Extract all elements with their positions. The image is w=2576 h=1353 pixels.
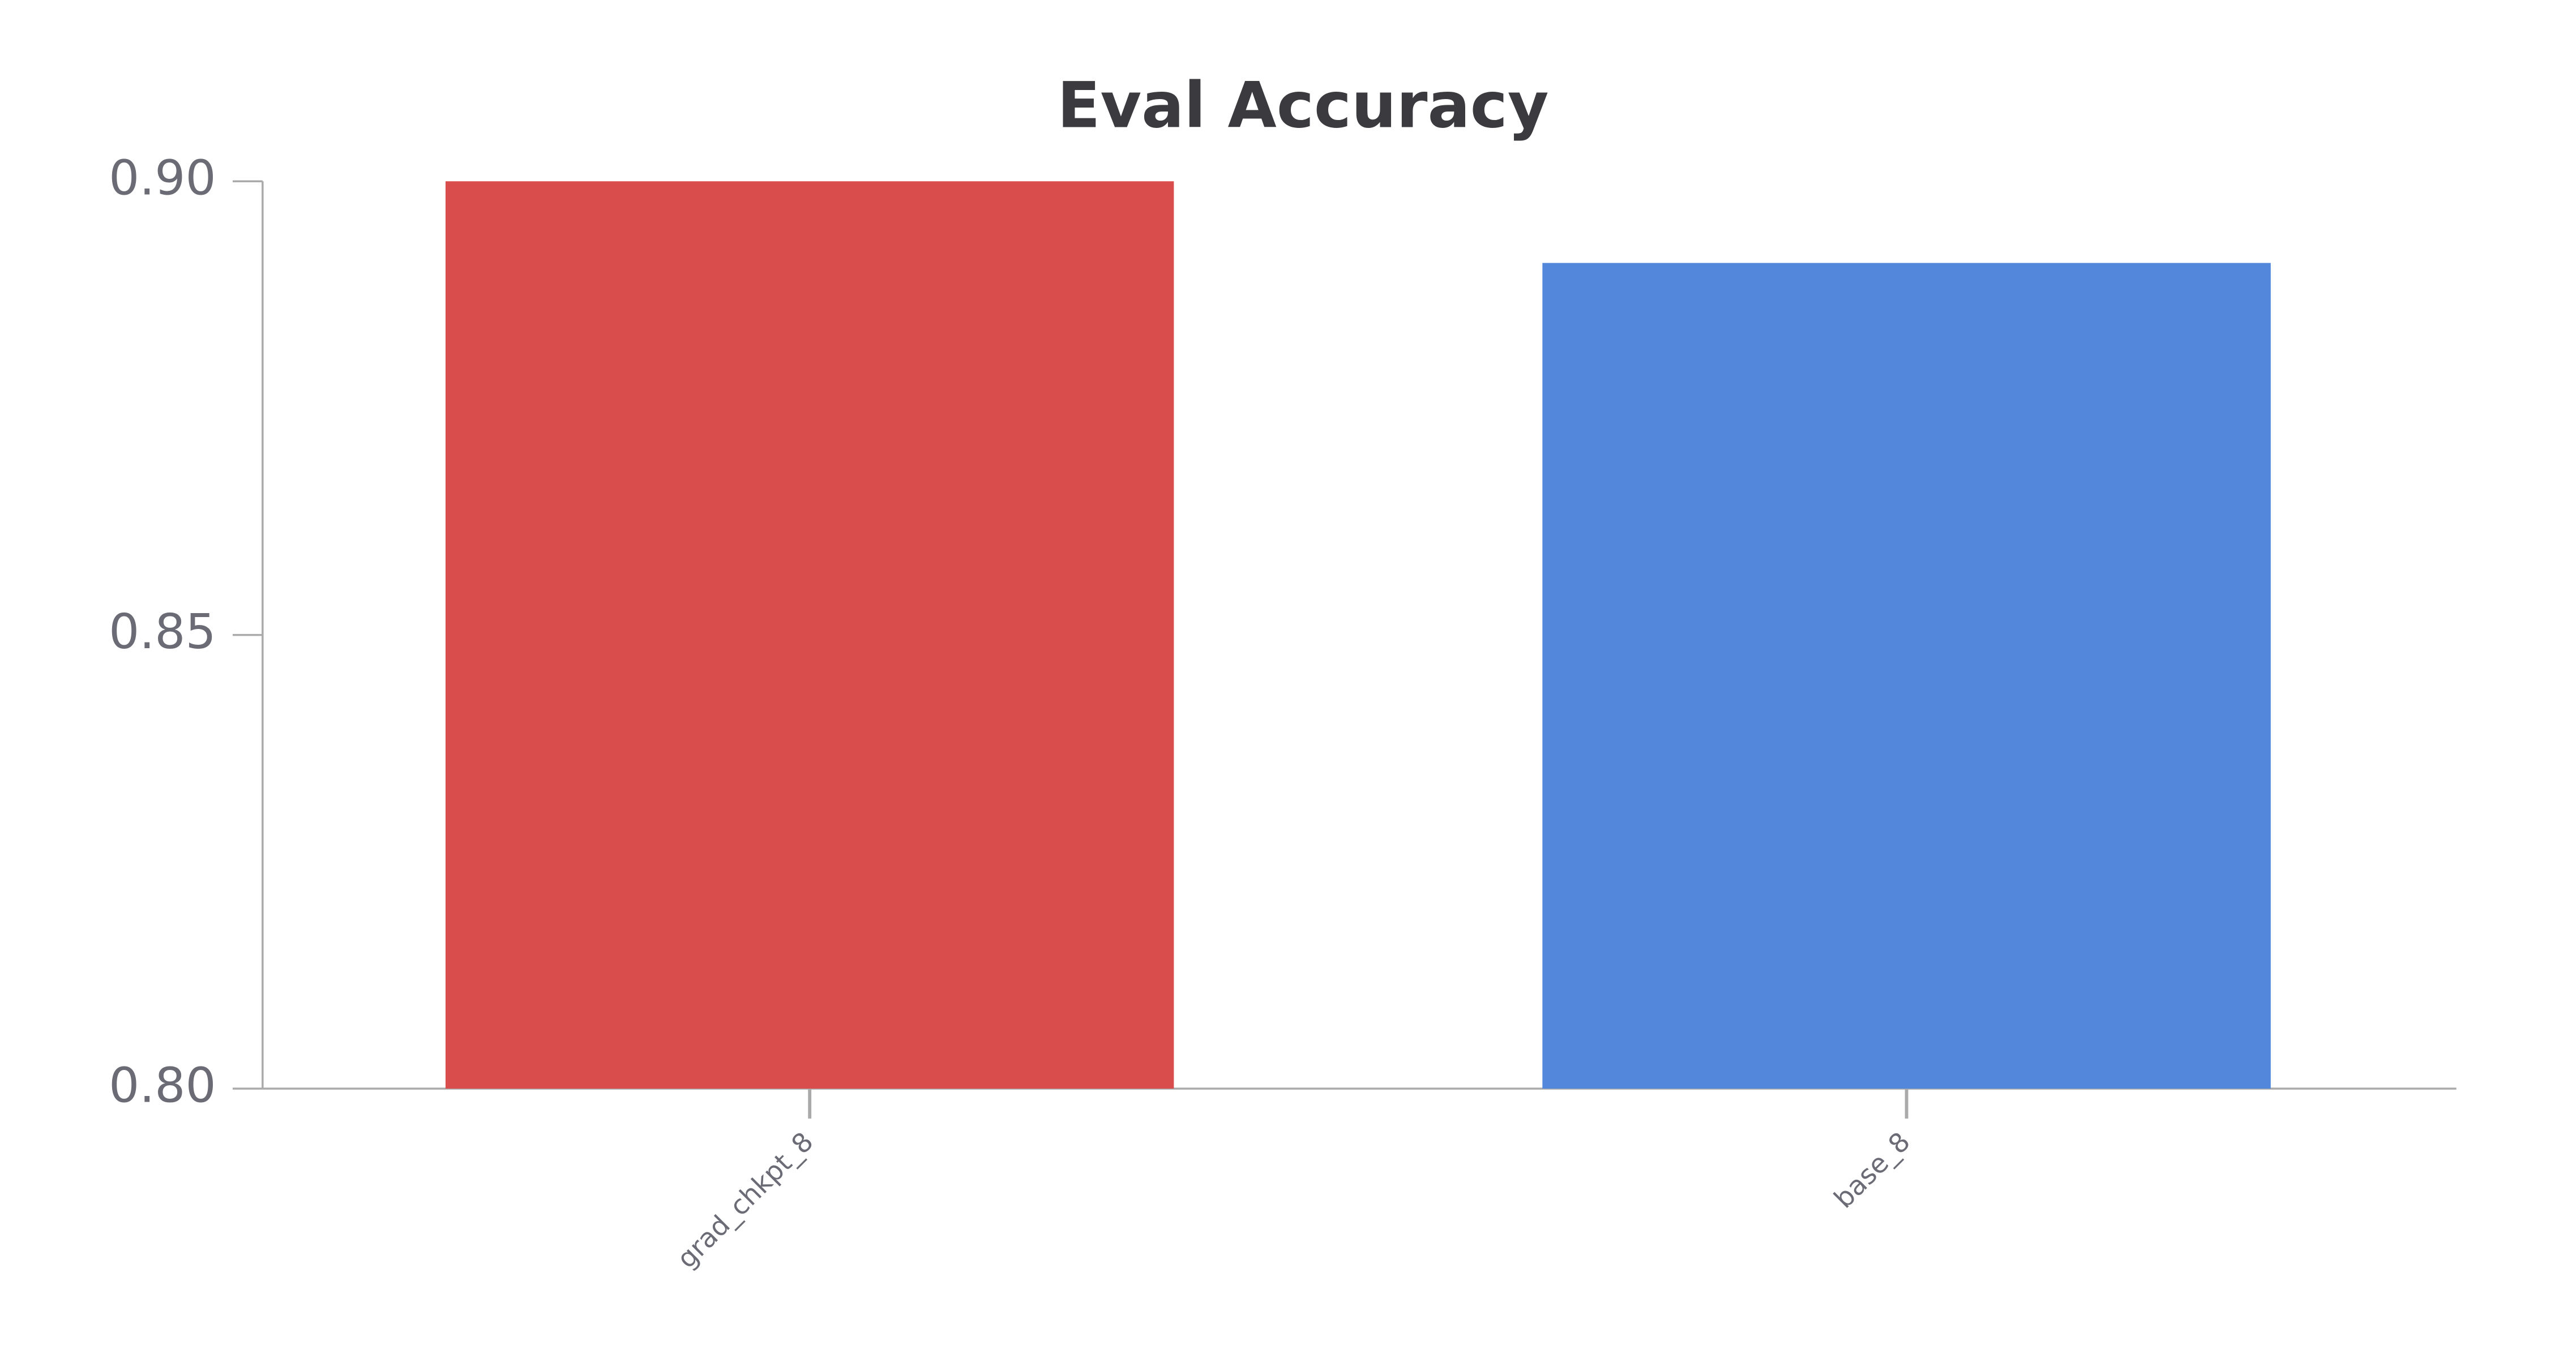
bar <box>445 181 1174 1089</box>
bar <box>1542 263 2271 1089</box>
y-tick-label: 0.90 <box>109 151 216 207</box>
y-tick-label: 0.85 <box>109 604 216 660</box>
chart-title: Eval Accuracy <box>1057 69 1548 143</box>
x-tick-label: base_8 <box>1828 1126 1916 1214</box>
y-tick-label: 0.80 <box>109 1057 216 1114</box>
x-tick-label: grad_chkpt_8 <box>671 1126 820 1274</box>
